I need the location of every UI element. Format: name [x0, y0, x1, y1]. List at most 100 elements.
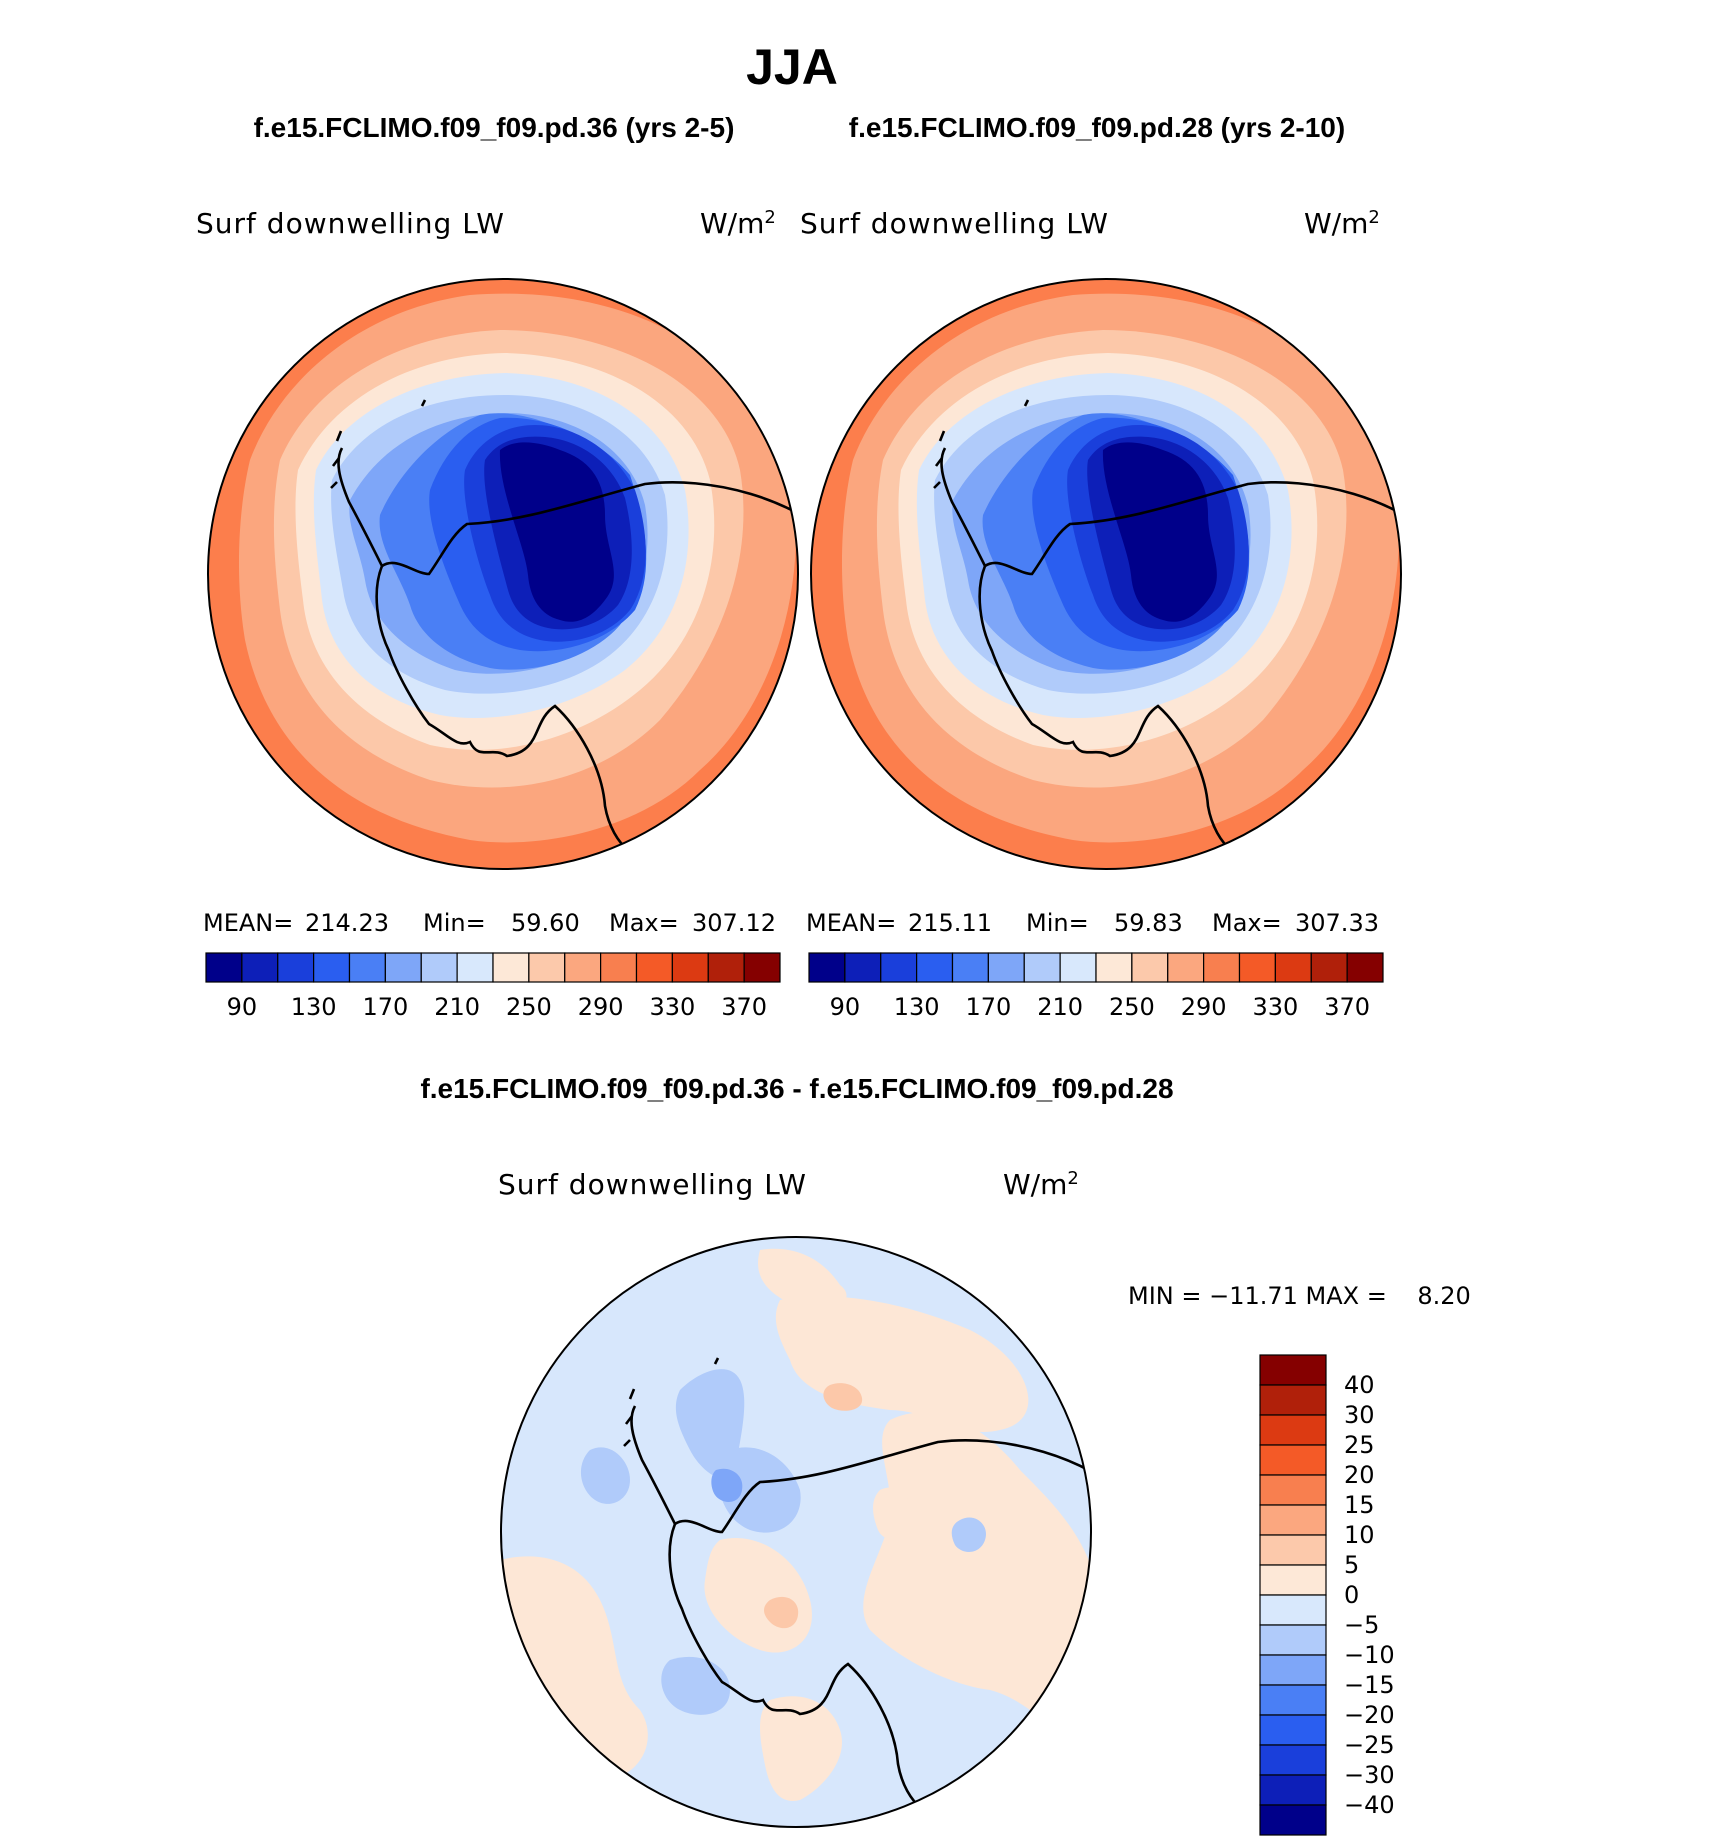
colorbar-tick-label: 370 [1324, 993, 1370, 1021]
diff-minmax: MIN = −11.71 MAX = 8.20 [1128, 1282, 1471, 1310]
colorbar-swatch [384, 952, 422, 983]
colorbar-swatch [492, 952, 530, 983]
colorbar-tick-label: −5 [1344, 1611, 1379, 1639]
colorbar-tick-label: 10 [1344, 1521, 1375, 1549]
right-units-label: W/m2 [1304, 207, 1380, 240]
colorbar-swatch [635, 952, 673, 983]
colorbar-swatch [241, 952, 279, 983]
left-map [208, 279, 798, 869]
colorbar-tick-label: −30 [1344, 1761, 1395, 1789]
colorbar-swatch [1095, 952, 1133, 983]
colorbar-swatch [564, 952, 602, 983]
colorbar-tick-label: 0 [1344, 1581, 1359, 1609]
right-variable-label: Surf downwelling LW [800, 207, 1109, 240]
colorbar-swatch [205, 952, 243, 983]
colorbar-swatch [1310, 952, 1348, 983]
colorbar-tick-label: 90 [227, 993, 258, 1021]
colorbar-tick-label: 290 [1181, 993, 1227, 1021]
colorbar-swatch [844, 952, 882, 983]
right-max-label: Max= [1212, 909, 1282, 937]
colorbar-tick-label: 250 [1109, 993, 1155, 1021]
colorbar-swatch [456, 952, 494, 983]
left-variable-label: Surf downwelling LW [196, 207, 505, 240]
colorbar-swatch [1238, 952, 1276, 983]
colorbar-tick-label: 25 [1344, 1431, 1375, 1459]
colorbar-tick-label: 370 [721, 993, 767, 1021]
colorbar-swatch [987, 952, 1025, 983]
colorbar-swatch [1259, 1714, 1327, 1746]
colorbar-swatch [1259, 1804, 1327, 1836]
colorbar-tick-label: −15 [1344, 1671, 1395, 1699]
left-panel: Surf downwelling LW W/m2 MEAN= 214.23 Mi… [196, 207, 799, 1021]
figure-title: JJA [746, 39, 838, 95]
colorbar-swatch [1259, 1444, 1327, 1476]
colorbar-tick-label: 290 [578, 993, 624, 1021]
diff-map [501, 1237, 1091, 1827]
colorbar-swatch [880, 952, 918, 983]
colorbar-swatch [420, 952, 458, 983]
colorbar-swatch [1274, 952, 1312, 983]
colorbar-tick-label: −10 [1344, 1641, 1395, 1669]
right-max-value: 307.33 [1295, 909, 1379, 937]
diff-variable-label: Surf downwelling LW [498, 1168, 807, 1201]
colorbar-tick-label: 170 [362, 993, 408, 1021]
colorbar-tick-label: 30 [1344, 1401, 1375, 1429]
left-units-label: W/m2 [700, 207, 776, 240]
colorbar-tick-label: −40 [1344, 1791, 1395, 1819]
colorbar-swatch [277, 952, 315, 983]
right-min-value: 59.83 [1114, 909, 1183, 937]
colorbar-swatch [1259, 1354, 1327, 1386]
colorbar-swatch [1131, 952, 1169, 983]
right-mean-label: MEAN= [806, 909, 896, 937]
right-mean-value: 215.11 [908, 909, 992, 937]
colorbar-swatch [951, 952, 989, 983]
colorbar-swatch [1259, 1564, 1327, 1596]
colorbar-tick-label: −25 [1344, 1731, 1395, 1759]
colorbar-tick-label: 90 [830, 993, 861, 1021]
colorbar-tick-label: 210 [434, 993, 480, 1021]
colorbar-swatch [1259, 1474, 1327, 1506]
colorbar-swatch [707, 952, 745, 983]
right-colorbar: 90 130 170 210 250 290 330 370 [808, 952, 1384, 1021]
colorbar-swatch [1259, 1774, 1327, 1806]
colorbar-swatch [1259, 1594, 1327, 1626]
colorbar-swatch [600, 952, 638, 983]
right-min-label: Min= [1026, 909, 1089, 937]
colorbar-tick-label: 130 [894, 993, 940, 1021]
colorbar-swatch [1259, 1414, 1327, 1446]
right-map [811, 279, 1401, 869]
left-mean-label: MEAN= [203, 909, 293, 937]
colorbar-swatch [1259, 1384, 1327, 1416]
colorbar-tick-label: 250 [506, 993, 552, 1021]
colorbar-swatch [348, 952, 386, 983]
diff-panel: Surf downwelling LW W/m2 MIN = −11.71 MA… [498, 1168, 1471, 1836]
colorbar-tick-label: 15 [1344, 1491, 1375, 1519]
colorbar-swatch [1259, 1684, 1327, 1716]
colorbar-swatch [313, 952, 351, 983]
colorbar-tick-label: −20 [1344, 1701, 1395, 1729]
colorbar-swatch [528, 952, 566, 983]
colorbar-swatch [1167, 952, 1205, 983]
left-colorbar: 90 130 170 210 250 290 330 370 [205, 952, 781, 1021]
colorbar-swatch [1023, 952, 1061, 983]
right-panel-title: f.e15.FCLIMO.f09_f09.pd.28 (yrs 2-10) [849, 112, 1345, 143]
colorbar-swatch [916, 952, 954, 983]
colorbar-tick-label: 330 [1252, 993, 1298, 1021]
colorbar-swatch [1346, 952, 1384, 983]
left-panel-title: f.e15.FCLIMO.f09_f09.pd.36 (yrs 2-5) [254, 112, 735, 143]
left-max-value: 307.12 [692, 909, 776, 937]
left-min-label: Min= [423, 909, 486, 937]
colorbar-swatch [1203, 952, 1241, 983]
colorbar-swatch [743, 952, 781, 983]
colorbar-tick-label: 5 [1344, 1551, 1359, 1579]
colorbar-tick-label: 20 [1344, 1461, 1375, 1489]
colorbar-swatch [1259, 1504, 1327, 1536]
colorbar-swatch [1259, 1654, 1327, 1686]
colorbar-swatch [1259, 1744, 1327, 1776]
colorbar-tick-label: 170 [965, 993, 1011, 1021]
left-mean-value: 214.23 [305, 909, 389, 937]
diff-title: f.e15.FCLIMO.f09_f09.pd.36 - f.e15.FCLIM… [420, 1073, 1173, 1104]
colorbar-tick-label: 40 [1344, 1371, 1375, 1399]
